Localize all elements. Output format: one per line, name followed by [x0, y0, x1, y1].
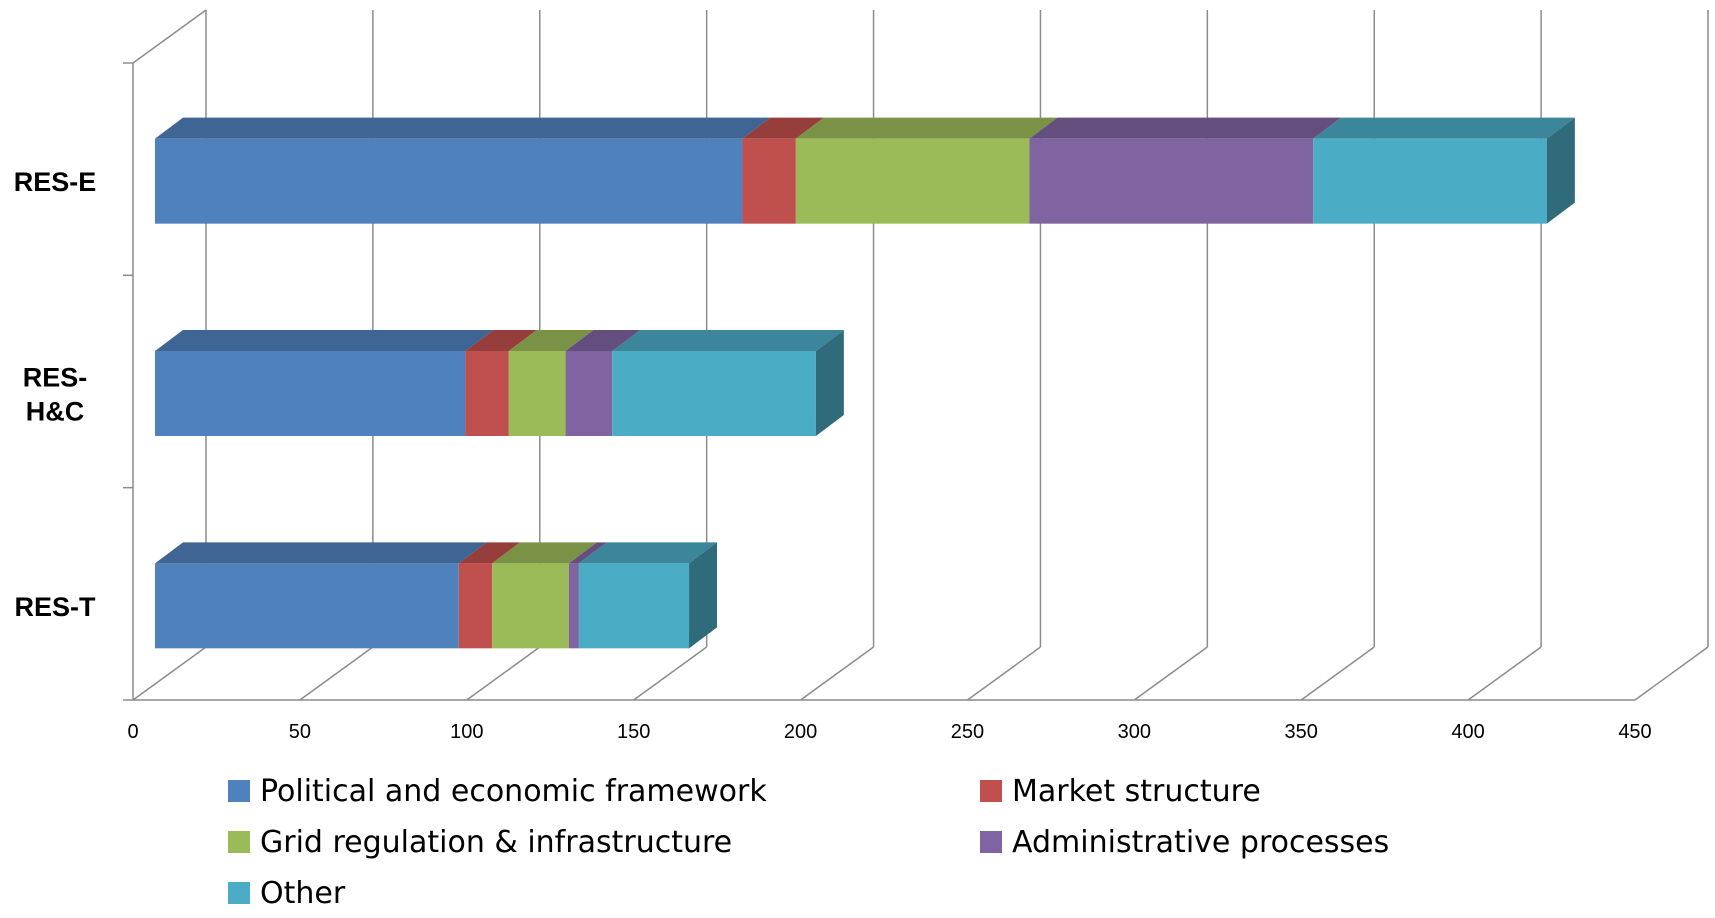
legend-label: Political and economic framework [260, 774, 767, 809]
bar-segment [458, 563, 493, 649]
bar-segment [508, 351, 566, 436]
bar-segment [568, 563, 579, 649]
bar-segment-top [612, 330, 844, 351]
x-tick-label: 0 [127, 721, 138, 743]
legend-label: Administrative processes [1012, 825, 1389, 860]
legend-swatch [980, 831, 1002, 853]
bar-segment-top [508, 330, 594, 351]
category-label: RES- H&C [23, 363, 88, 427]
bar-segment-top [465, 330, 537, 351]
floor-gridline-200 [800, 646, 874, 701]
category-label-line: RES- [23, 363, 88, 393]
legend-label: Market structure [1012, 774, 1261, 809]
category-label: RES-T [15, 592, 97, 622]
floor-gridline-300 [1133, 646, 1208, 701]
legend-item: Grid regulation & infrastructure [228, 825, 732, 860]
legend-item: Market structure [980, 774, 1261, 809]
bar-segment [492, 563, 569, 649]
bar-segment-top [155, 117, 771, 139]
x-tick-label: 300 [1118, 721, 1151, 743]
legend-swatch [228, 882, 250, 904]
x-tick-label: 100 [450, 721, 483, 743]
legend-label: Grid regulation & infrastructure [260, 825, 732, 860]
legend-item: Other [228, 876, 346, 911]
legend-label: Other [260, 876, 346, 911]
x-tick-label: 150 [617, 721, 650, 743]
category-label-line: RES-E [14, 167, 97, 197]
bar-segment [465, 351, 509, 436]
floor-gridline-450 [1634, 646, 1709, 701]
bar-segment-top [1313, 117, 1575, 139]
floor-gridline-350 [1300, 646, 1375, 701]
bar-segment [1313, 138, 1547, 224]
bar-segment-top [742, 117, 824, 139]
bar-segment [155, 351, 466, 436]
bar-group-2 [155, 542, 718, 649]
bar-segment [155, 138, 743, 224]
category-label-line: H&C [26, 397, 85, 427]
bar-group-1 [155, 330, 844, 436]
bar-segment [795, 138, 1030, 224]
legend-swatch [228, 780, 250, 802]
bar-segment [565, 351, 613, 436]
floor-gridline-50 [299, 646, 374, 701]
bar-segment-top [568, 542, 607, 564]
category-label-line: RES-T [15, 592, 97, 622]
bar-end-face [1546, 117, 1575, 224]
bar-segment-top [795, 117, 1058, 139]
legend-item: Political and economic framework [228, 774, 767, 809]
bar-segment [155, 563, 459, 649]
bar-segment [742, 138, 796, 224]
floor-gridline-100 [466, 646, 541, 701]
legend: Political and economic framework Market s… [228, 774, 1389, 911]
floor-gridline-150 [633, 646, 708, 701]
bar-segment-top [492, 542, 597, 564]
bar-segment [612, 351, 816, 436]
bar-segment [1029, 138, 1314, 224]
bar-segment-top [578, 542, 718, 564]
bar-segment-top [1029, 117, 1342, 139]
legend-swatch [228, 831, 250, 853]
bar-segment-top [155, 330, 494, 351]
bar-group-0 [155, 117, 1575, 224]
x-tick-label: 450 [1618, 721, 1651, 743]
bar-segment [578, 563, 690, 649]
labels-layer: 0 50 100 150 200 250 300 350 400 450RES-ERES-H&CR… [14, 167, 1652, 743]
floor-gridline-250 [967, 646, 1041, 701]
category-label: RES-E [14, 167, 97, 197]
legend-item: Administrative processes [980, 825, 1389, 860]
bar-end-face [689, 542, 718, 649]
side-wall-top-edge [132, 9, 207, 64]
bar-segment-top [458, 542, 521, 564]
axis-layer [123, 9, 1635, 701]
grid-layer [132, 10, 1709, 701]
x-tick-label: 50 [289, 721, 311, 743]
x-tick-label: 400 [1451, 721, 1484, 743]
legend-swatch [980, 780, 1002, 802]
floor-gridline-0 [132, 646, 207, 701]
bar-end-face [815, 330, 844, 436]
bar-segment-top [565, 330, 641, 351]
x-tick-label: 350 [1285, 721, 1318, 743]
x-tick-label: 250 [951, 721, 984, 743]
bars-layer [155, 117, 1575, 649]
floor-gridline-400 [1467, 646, 1542, 701]
bar-segment-top [155, 542, 487, 564]
x-tick-label: 200 [784, 721, 817, 743]
